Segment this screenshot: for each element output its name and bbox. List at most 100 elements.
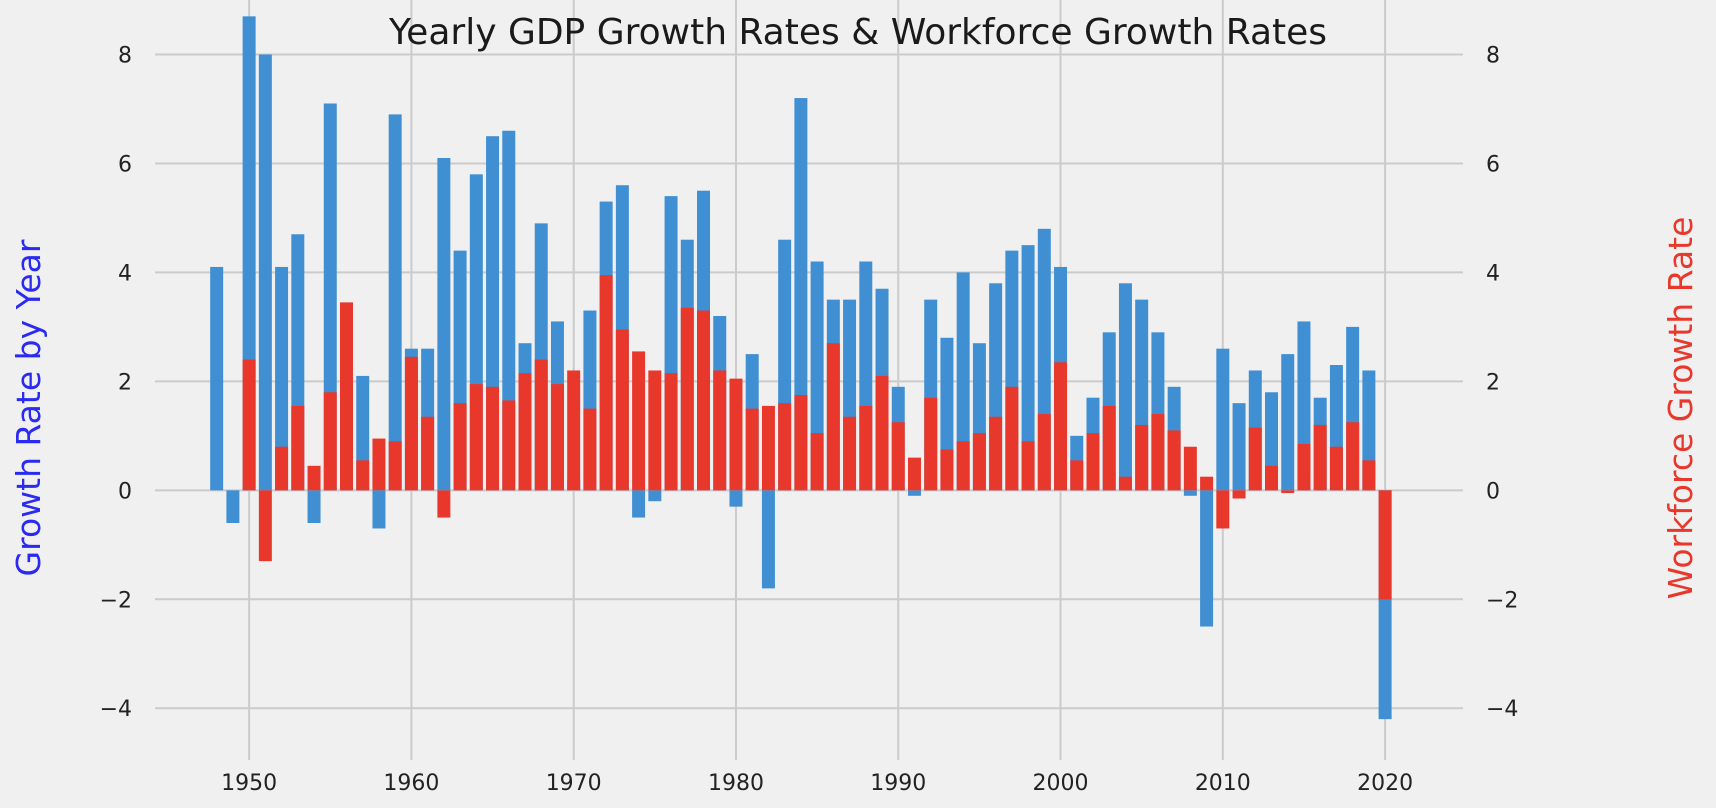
workforce-bar — [583, 408, 597, 491]
workforce-bar — [1183, 446, 1197, 491]
y-tick-label-right: 4 — [1486, 261, 1500, 286]
workforce-bar — [1297, 444, 1311, 491]
workforce-bar — [615, 329, 629, 491]
x-tick-label: 1970 — [546, 771, 602, 796]
gdp-bar — [258, 54, 272, 491]
gdp-bar — [1362, 370, 1376, 491]
workforce-bar — [664, 373, 678, 491]
gdp-bar — [210, 266, 224, 491]
y-tick-label-right: −4 — [1486, 697, 1518, 722]
gdp-bar — [956, 272, 970, 491]
workforce-bar — [1118, 476, 1132, 491]
gdp-bar — [307, 490, 321, 524]
workforce-bar — [502, 400, 516, 491]
workforce-bar — [826, 343, 840, 491]
workforce-bar — [778, 403, 792, 491]
gdp-bar — [632, 490, 646, 518]
workforce-bar — [1248, 427, 1262, 491]
gdp-bar — [907, 490, 921, 496]
gdp-bar — [372, 490, 386, 529]
workforce-bar — [469, 384, 483, 491]
workforce-bar — [1329, 446, 1343, 491]
workforce-bar — [1021, 441, 1035, 491]
workforce-bar — [291, 405, 305, 491]
workforce-bar — [599, 275, 613, 491]
y-tick-label-left: 4 — [118, 261, 132, 286]
gdp-bar — [226, 490, 240, 524]
workforce-bar — [1313, 424, 1327, 491]
workforce-bar — [843, 416, 857, 491]
workforce-bar — [940, 449, 954, 491]
workforce-bar — [891, 422, 905, 491]
workforce-bar — [713, 370, 727, 491]
gdp-bar — [1200, 490, 1214, 627]
workforce-bar — [859, 405, 873, 491]
workforce-bar — [1070, 460, 1084, 491]
axis-ticks: −4 −4 −2 −2 0 0 2 2 4 4 6 6 8 8 1950 1960 1970 1980 1990 20… — [100, 43, 1519, 796]
gdp-bar — [275, 266, 289, 491]
workforce-bar — [924, 397, 938, 491]
workforce-bar — [1167, 430, 1181, 491]
workforce-bar — [242, 359, 256, 491]
gdp-bar — [1232, 403, 1246, 491]
workforce-bar — [453, 403, 467, 491]
y-tick-label-left: 8 — [118, 43, 132, 68]
gdp-bar — [1281, 354, 1295, 491]
workforce-bar — [421, 416, 435, 491]
workforce-bar — [972, 433, 986, 491]
gdp-bar — [729, 490, 743, 507]
workforce-bars — [210, 275, 1392, 600]
workforce-bar — [956, 441, 970, 491]
x-tick-label: 2010 — [1195, 771, 1251, 796]
y-tick-label-left: 2 — [118, 370, 132, 395]
workforce-bar — [989, 416, 1003, 491]
workforce-bar — [534, 359, 548, 491]
x-tick-label: 1950 — [221, 771, 277, 796]
y-tick-label-left: 6 — [118, 152, 132, 177]
workforce-bar — [1005, 386, 1019, 491]
workforce-bar — [518, 373, 532, 491]
workforce-bar — [323, 392, 337, 491]
workforce-bar — [275, 446, 289, 491]
y-tick-label-right: 2 — [1486, 370, 1500, 395]
gdp-bar — [388, 114, 402, 491]
workforce-bar — [794, 394, 808, 491]
workforce-bar — [1378, 490, 1392, 600]
workforce-bar — [258, 490, 272, 562]
y-tick-label-left: −2 — [100, 588, 132, 613]
right-y-axis-label: Workforce Growth Rate — [1661, 217, 1700, 600]
workforce-bar — [307, 465, 321, 491]
left-y-axis-label: Growth Rate by Year — [9, 239, 48, 576]
workforce-bar — [1135, 424, 1149, 491]
workforce-bar — [1151, 414, 1165, 491]
workforce-bar — [486, 386, 500, 491]
workforce-bar — [1265, 465, 1278, 491]
gdp-bar — [1118, 283, 1132, 491]
workforce-bar — [1102, 405, 1116, 491]
workforce-bar — [907, 457, 921, 491]
workforce-bar — [1200, 476, 1214, 491]
gdp-bar — [1021, 245, 1035, 491]
workforce-bar — [340, 302, 353, 491]
workforce-bar — [404, 356, 418, 491]
workforce-bar — [1216, 490, 1230, 529]
workforce-bar — [356, 460, 370, 491]
x-tick-label: 2020 — [1357, 771, 1413, 796]
x-tick-label: 1990 — [870, 771, 926, 796]
workforce-bar — [437, 490, 451, 518]
gdp-bar — [794, 98, 808, 491]
y-tick-label-left: −4 — [100, 697, 132, 722]
workforce-bar — [729, 378, 743, 491]
gdp-bar — [648, 490, 662, 502]
gdp-bar — [1183, 490, 1197, 496]
workforce-bar — [1281, 490, 1295, 494]
workforce-bar — [567, 370, 581, 491]
workforce-bar — [648, 370, 662, 491]
y-tick-label-right: 6 — [1486, 152, 1500, 177]
gdp-bar — [1216, 348, 1230, 491]
workforce-bar — [810, 433, 824, 491]
workforce-bar — [680, 307, 694, 491]
workforce-bar — [761, 405, 775, 491]
